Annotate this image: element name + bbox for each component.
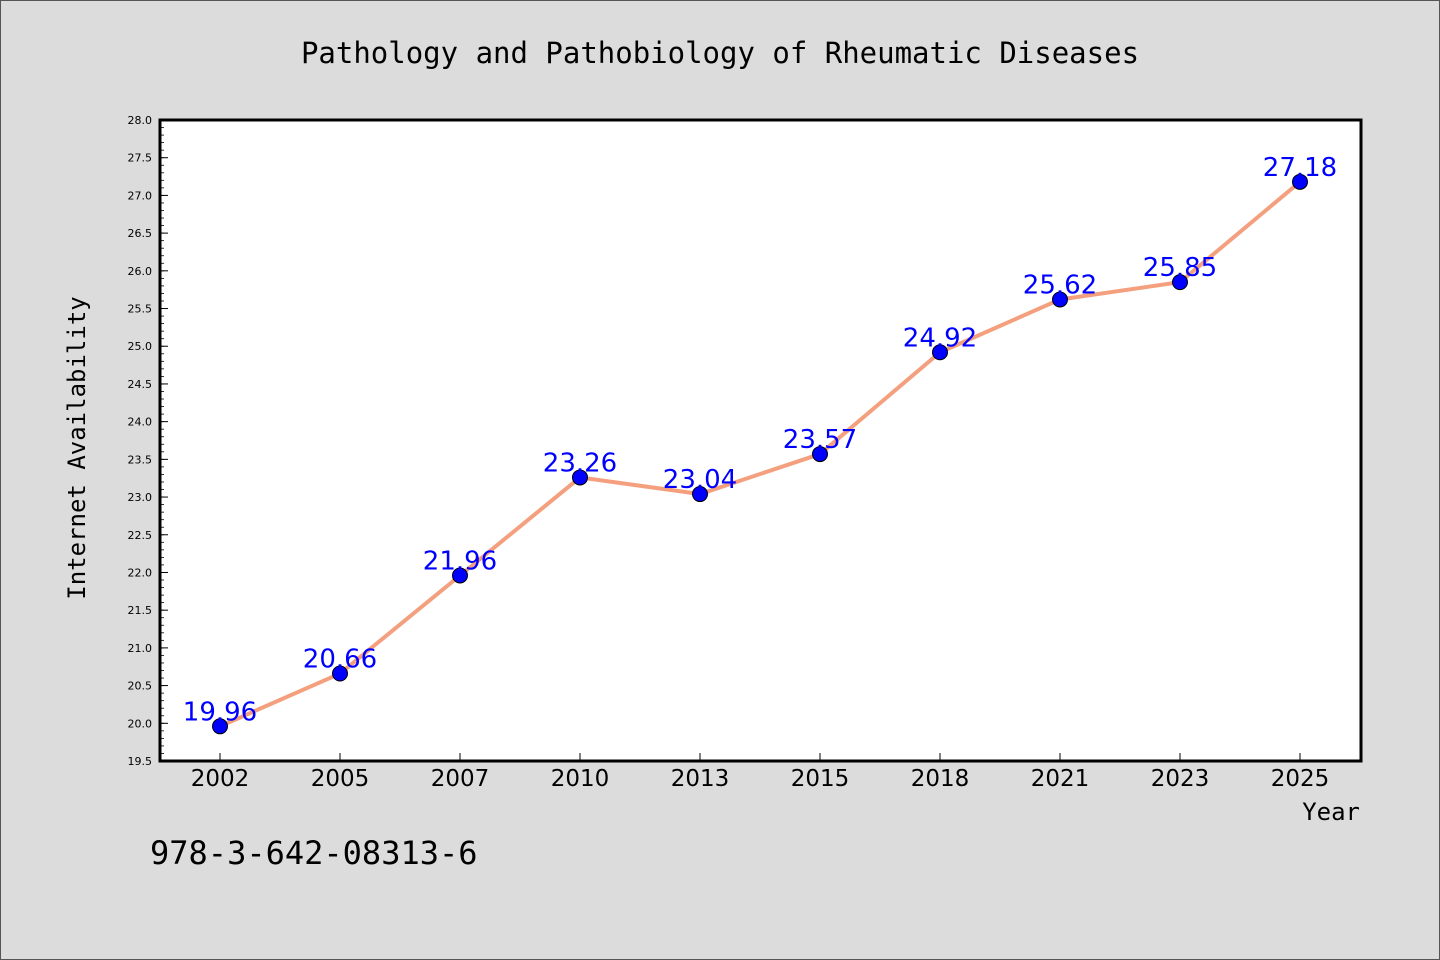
data-label: 24.92: [903, 323, 977, 353]
data-labels: 19.96 20.66 21.96 23.26 23.04 23.57 24.92 25.62…: [183, 153, 1337, 727]
y-tick-label: 23.0: [128, 491, 153, 504]
y-tick-label: 25.0: [128, 340, 153, 353]
data-point: [692, 486, 708, 503]
data-point: [1292, 173, 1308, 190]
y-axis-label: Internet Availability: [63, 296, 91, 599]
y-tick-label: 28.0: [128, 114, 153, 127]
data-markers: [212, 173, 1308, 735]
y-axis: 19.5 20.0 20.5 21.0 21.5 22.0 22.5 23.0 23.5 24.0…: [128, 114, 168, 768]
y-tick-label: 24.5: [128, 378, 153, 391]
y-tick-label: 27.5: [128, 152, 153, 165]
y-tick-label: 20.0: [128, 717, 153, 730]
x-axis-label: Year: [1302, 798, 1360, 826]
data-point: [932, 344, 948, 361]
data-label: 23.04: [663, 465, 737, 495]
x-tick-label: 2007: [431, 766, 490, 792]
data-point: [332, 665, 348, 682]
data-label: 19.96: [183, 697, 257, 727]
data-label: 20.66: [303, 645, 377, 675]
y-tick-label: 27.0: [128, 189, 153, 202]
x-axis: 2002 2005 2007 2010 2013 2015 2018 2021 2023 2025: [191, 753, 1330, 792]
x-tick-label: 2013: [671, 766, 730, 792]
data-label: 21.96: [423, 546, 497, 576]
y-tick-label: 21.5: [128, 604, 153, 617]
x-tick-label: 2021: [1031, 766, 1090, 792]
y-tick-label: 19.5: [128, 755, 153, 768]
y-tick-label: 21.0: [128, 642, 153, 655]
series-line: [219, 180, 1302, 729]
data-point: [1052, 291, 1068, 308]
data-label: 27.18: [1263, 153, 1337, 183]
x-tick-label: 2025: [1271, 766, 1330, 792]
data-label: 23.26: [543, 448, 617, 478]
data-label: 25.62: [1023, 270, 1097, 300]
y-tick-label: 24.0: [128, 416, 153, 429]
y-tick-label: 26.0: [128, 265, 153, 278]
x-tick-label: 2015: [791, 766, 850, 792]
data-label: 25.85: [1143, 253, 1217, 283]
data-point: [572, 469, 588, 486]
y-tick-label: 20.5: [128, 680, 153, 693]
x-tick-label: 2005: [311, 766, 370, 792]
data-label: 23.57: [783, 425, 857, 455]
plot-area: [158, 118, 1363, 763]
data-point: [812, 446, 828, 463]
y-tick-label: 22.0: [128, 566, 153, 579]
x-tick-label: 2018: [911, 766, 970, 792]
y-tick-label: 26.5: [128, 227, 153, 240]
x-tick-label: 2010: [551, 766, 610, 792]
y-tick-label: 25.5: [128, 303, 153, 316]
data-point: [212, 718, 228, 735]
x-tick-label: 2023: [1151, 766, 1210, 792]
isbn-text: 978-3-642-08313-6: [150, 834, 478, 872]
data-point: [1172, 274, 1188, 291]
y-tick-label: 22.5: [128, 529, 153, 542]
y-tick-label: 23.5: [128, 453, 153, 466]
x-tick-label: 2002: [191, 766, 250, 792]
series-polyline: [219, 180, 1302, 729]
chart-title: Pathology and Pathobiology of Rheumatic …: [301, 36, 1139, 70]
data-point: [452, 567, 468, 584]
